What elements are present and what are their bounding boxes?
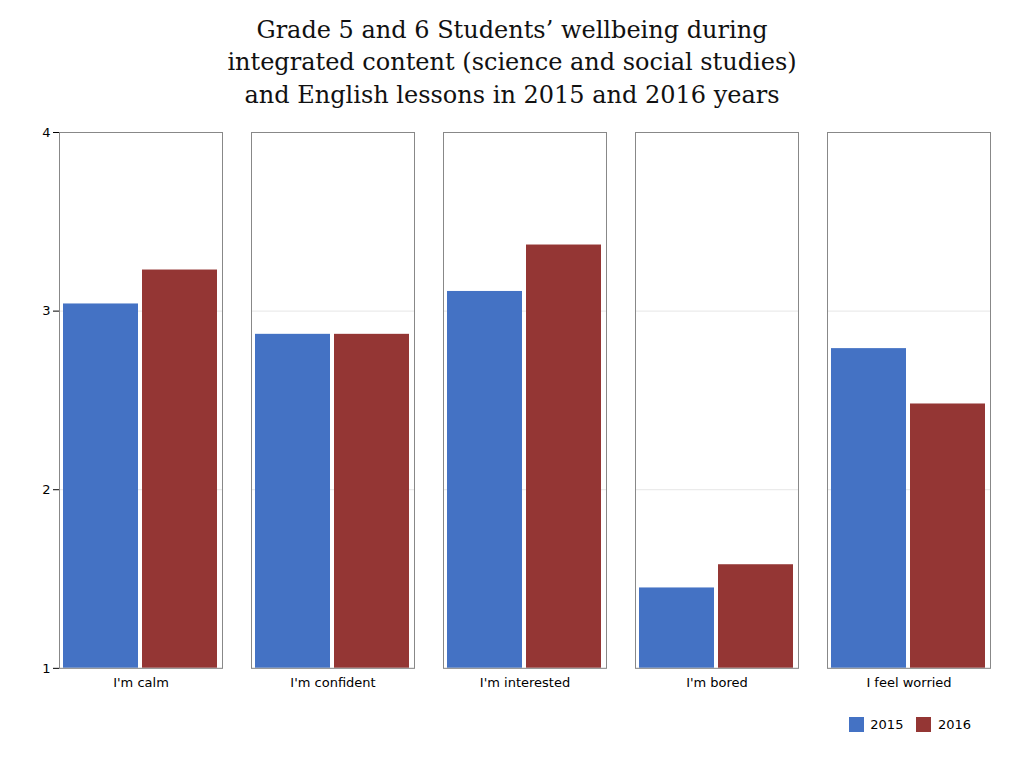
html-text:2016: 2016 xyxy=(937,717,971,732)
svg-text:I'm confident: I'm confident xyxy=(290,675,375,690)
svg-text:I feel worried: I feel worried xyxy=(866,675,951,690)
svg-text:I'm interested: I'm interested xyxy=(480,675,570,690)
svg-text:2: 2 xyxy=(42,482,50,497)
html-text:2015: 2015 xyxy=(870,717,904,732)
svg-text:I'm bored: I'm bored xyxy=(686,675,748,690)
html-text:Grade 5 and 6 Students’ wellbe: Grade 5 and 6 Students’ wellbeing during… xyxy=(227,16,797,109)
svg-text:I'm calm: I'm calm xyxy=(113,675,169,690)
svg-text:4: 4 xyxy=(42,125,50,140)
svg-text:1: 1 xyxy=(42,661,50,676)
svg-text:3: 3 xyxy=(42,303,50,318)
